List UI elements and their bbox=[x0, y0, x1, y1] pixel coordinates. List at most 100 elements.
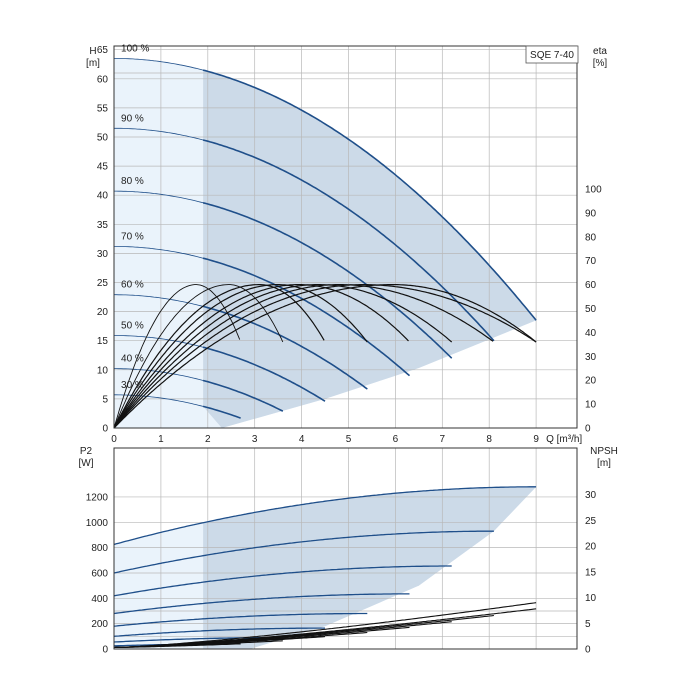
efficiency-curve bbox=[113, 284, 409, 429]
x-tick-label: 8 bbox=[486, 434, 492, 445]
speed-label: 40 % bbox=[121, 354, 144, 365]
npsh-curve bbox=[113, 608, 537, 649]
p2-tick-label: 800 bbox=[91, 543, 108, 554]
efficiency-curve bbox=[113, 284, 325, 429]
head-tick-label: 45 bbox=[97, 162, 109, 173]
p2-tick-label: 600 bbox=[91, 568, 108, 579]
efficiency-curve bbox=[113, 284, 284, 429]
eta-axis-title: eta bbox=[593, 46, 607, 57]
head-tick-label: 25 bbox=[97, 278, 109, 289]
x-axis-label: Q [m³/h] bbox=[546, 434, 582, 445]
speed-label: 60 % bbox=[121, 280, 144, 291]
p2-curve bbox=[113, 593, 410, 615]
head-curve bbox=[202, 405, 241, 419]
speed-label: 30 % bbox=[121, 380, 144, 391]
speed-label: 100 % bbox=[121, 43, 149, 54]
p2-curve bbox=[113, 486, 537, 546]
x-tick-label: 7 bbox=[440, 434, 446, 445]
p2-curve bbox=[113, 530, 494, 574]
efficiency-curve bbox=[113, 284, 494, 429]
power-panel-frame bbox=[113, 447, 578, 650]
eta-tick-label: 50 bbox=[585, 304, 597, 315]
npsh-tick-label: 0 bbox=[585, 645, 591, 656]
efficiency-curve bbox=[113, 284, 537, 429]
head-panel-frame bbox=[113, 45, 578, 429]
head-tick-label: 50 bbox=[97, 133, 109, 144]
npsh-tick-label: 30 bbox=[585, 490, 597, 501]
head-tick-label: 10 bbox=[97, 365, 109, 376]
efficiency-curve bbox=[113, 284, 453, 429]
shade-dark-head bbox=[203, 70, 537, 429]
p2-tick-label: 1200 bbox=[86, 492, 109, 503]
npsh-tick-label: 20 bbox=[585, 542, 597, 553]
npsh-tick-label: 15 bbox=[585, 567, 597, 578]
head-tick-label: 55 bbox=[97, 103, 109, 114]
p2-tick-label: 400 bbox=[91, 594, 108, 605]
speed-label: 90 % bbox=[121, 113, 144, 124]
eta-tick-label: 0 bbox=[585, 424, 591, 435]
p2-curve bbox=[113, 565, 452, 597]
head-tick-label: 35 bbox=[97, 220, 109, 231]
head-axis-title: H bbox=[89, 46, 96, 57]
eta-tick-label: 40 bbox=[585, 328, 597, 339]
head-curve bbox=[202, 379, 284, 412]
head-tick-label: 40 bbox=[97, 191, 109, 202]
axes bbox=[113, 45, 578, 650]
head-curve bbox=[202, 69, 537, 321]
eta-axis-unit: [%] bbox=[593, 58, 608, 69]
p2-tick-label: 1000 bbox=[86, 518, 109, 529]
p2-tick-label: 200 bbox=[91, 619, 108, 630]
speed-label: 70 % bbox=[121, 231, 144, 242]
p2-axis-unit: [W] bbox=[79, 458, 94, 469]
p2-tick-label: 0 bbox=[102, 645, 108, 656]
head-axis-unit: [m] bbox=[86, 58, 100, 69]
eta-tick-label: 10 bbox=[585, 400, 597, 411]
npsh-axis-unit: [m] bbox=[597, 458, 611, 469]
head-tick-label: 65 bbox=[97, 45, 109, 56]
npsh-tick-label: 25 bbox=[585, 516, 597, 527]
curves bbox=[113, 58, 537, 649]
p2-axis-title: P2 bbox=[80, 446, 93, 457]
p2-curve bbox=[113, 612, 368, 627]
efficiency-curve bbox=[113, 284, 241, 429]
npsh-tick-label: 10 bbox=[585, 593, 597, 604]
x-tick-label: 2 bbox=[205, 434, 211, 445]
p2-curve bbox=[113, 627, 325, 637]
model-title: SQE 7-40 bbox=[530, 50, 574, 61]
npsh-tick-label: 5 bbox=[585, 619, 591, 630]
model-title-box: SQE 7-40 bbox=[525, 45, 579, 64]
x-tick-label: 3 bbox=[252, 434, 258, 445]
head-tick-label: 0 bbox=[102, 424, 108, 435]
head-tick-label: 20 bbox=[97, 307, 109, 318]
npsh-axis-title: NPSH bbox=[590, 446, 618, 457]
speed-label: 80 % bbox=[121, 176, 144, 187]
eta-tick-label: 70 bbox=[585, 256, 597, 267]
head-tick-label: 30 bbox=[97, 249, 109, 260]
head-curve bbox=[202, 257, 411, 377]
labels: 100 %90 %80 %70 %60 %50 %40 %30 %0 1 2 3 4 5 6… bbox=[79, 43, 618, 655]
eta-tick-label: 100 bbox=[585, 185, 602, 196]
head-tick-label: 5 bbox=[102, 394, 108, 405]
x-tick-label: 5 bbox=[346, 434, 352, 445]
head-curve bbox=[202, 139, 495, 342]
eta-tick-label: 80 bbox=[585, 232, 597, 243]
head-curve bbox=[202, 202, 453, 359]
x-tick-label: 1 bbox=[158, 434, 164, 445]
x-tick-label: 4 bbox=[299, 434, 305, 445]
x-tick-label: 0 bbox=[111, 434, 117, 445]
eta-tick-label: 60 bbox=[585, 280, 597, 291]
eta-tick-label: 20 bbox=[585, 376, 597, 387]
head-tick-label: 15 bbox=[97, 336, 109, 347]
x-tick-label: 6 bbox=[393, 434, 399, 445]
efficiency-curve bbox=[113, 284, 368, 429]
head-curve bbox=[202, 346, 326, 402]
x-tick-label: 9 bbox=[533, 434, 539, 445]
head-curve bbox=[202, 305, 368, 390]
efficiency-curve bbox=[113, 284, 537, 429]
head-tick-label: 60 bbox=[97, 74, 109, 85]
speed-label: 50 % bbox=[121, 320, 144, 331]
eta-tick-label: 30 bbox=[585, 352, 597, 363]
npsh-curve bbox=[113, 602, 537, 649]
eta-tick-label: 90 bbox=[585, 208, 597, 219]
